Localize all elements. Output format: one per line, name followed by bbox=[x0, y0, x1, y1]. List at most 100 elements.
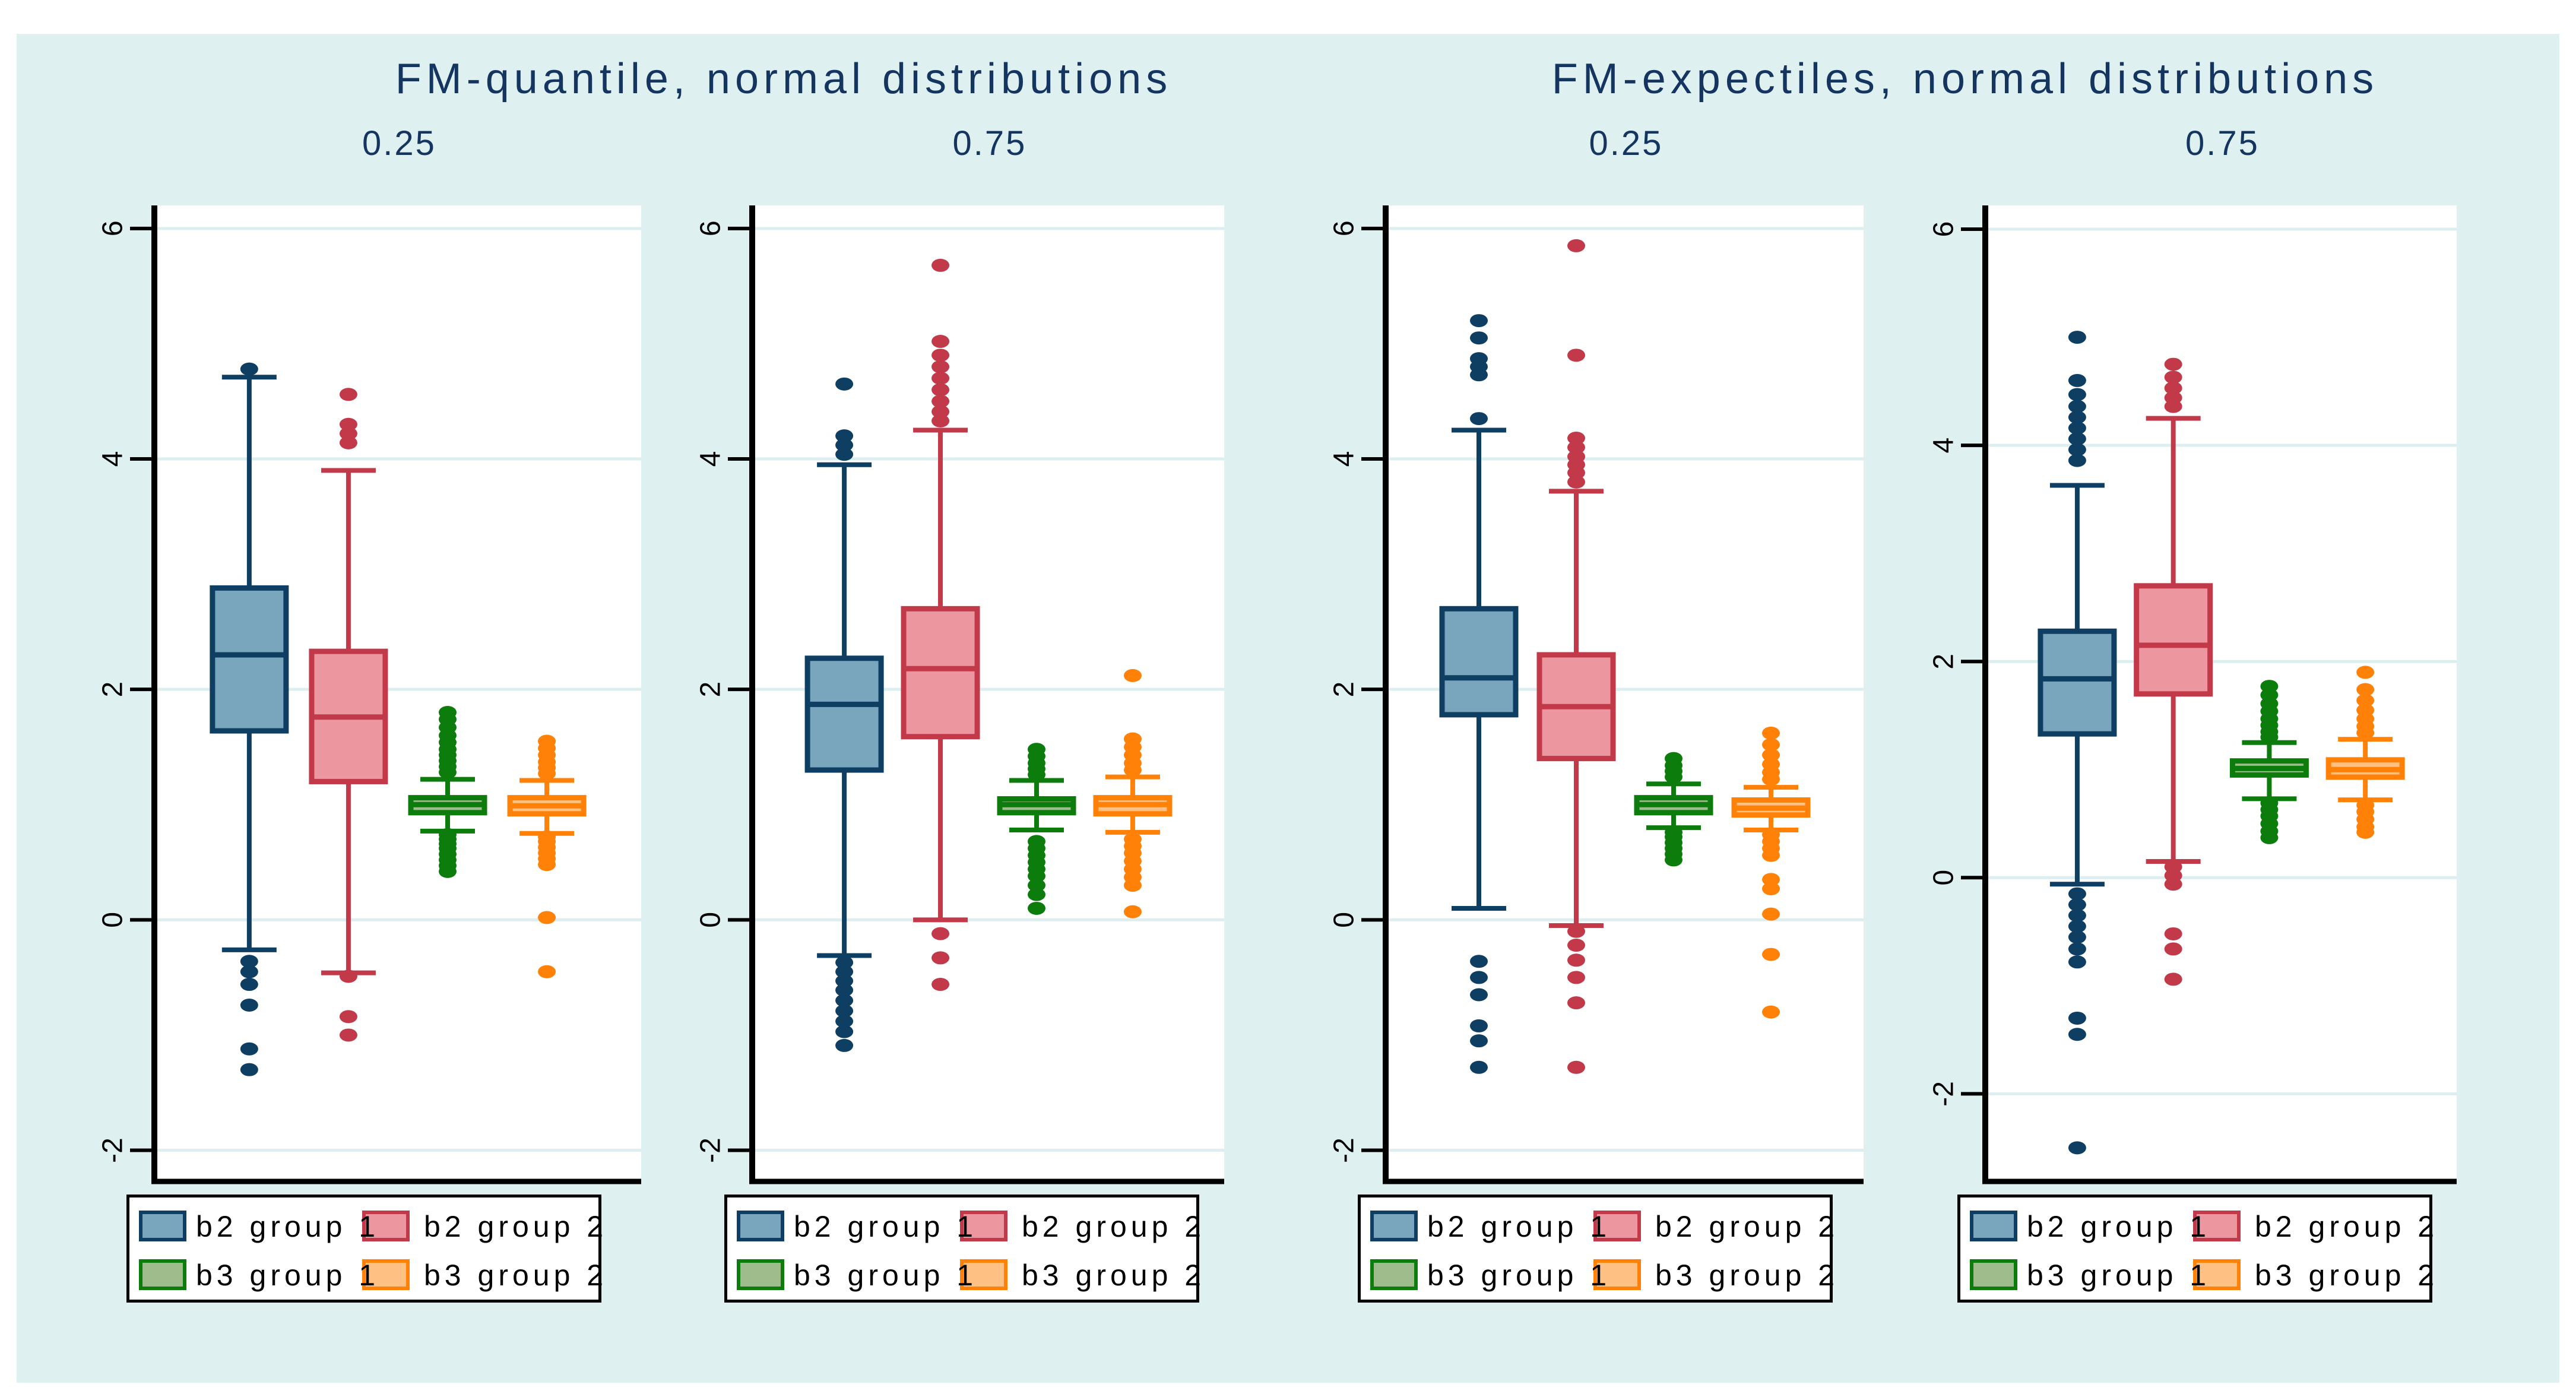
iqr-box bbox=[1439, 606, 1519, 718]
outlier-dot bbox=[1762, 873, 1780, 886]
outlier-dot bbox=[1028, 743, 1045, 756]
outlier-dot bbox=[2068, 454, 2086, 467]
outlier-dot bbox=[1470, 1060, 1488, 1074]
outlier-dot bbox=[2068, 400, 2086, 413]
box-b3-group-1 bbox=[1634, 752, 1713, 867]
outlier-dot bbox=[240, 1042, 258, 1056]
outlier-dot bbox=[2068, 1028, 2086, 1041]
outlier-dot bbox=[2356, 683, 2375, 696]
outlier-dot bbox=[339, 388, 357, 401]
outlier-dot bbox=[2356, 726, 2375, 740]
outlier-dot bbox=[931, 978, 950, 991]
outlier-dot bbox=[1567, 432, 1585, 445]
outlier-dot bbox=[1567, 348, 1585, 362]
outlier-dot bbox=[339, 1028, 357, 1042]
outlier-dot bbox=[2068, 1141, 2086, 1155]
box-b2-group-1 bbox=[2038, 331, 2117, 1155]
outlier-dot bbox=[240, 955, 258, 968]
outlier-dot bbox=[2068, 898, 2086, 911]
outlier-dot bbox=[1123, 763, 1142, 777]
legend-swatch-green bbox=[1970, 1259, 2017, 1290]
legend-label: b2 group 1 bbox=[1427, 1210, 1611, 1243]
outlier-dot bbox=[1123, 879, 1142, 892]
iqr-box bbox=[901, 606, 980, 740]
legend-label: b2 group 2 bbox=[2255, 1210, 2439, 1243]
outlier-dot bbox=[1665, 853, 1683, 867]
panel-subtitle: 0.25 bbox=[1589, 124, 1664, 163]
outlier-dot bbox=[2068, 887, 2086, 901]
legend: b2 group 1 b2 group 2 b3 group 1 b3 group 2 bbox=[126, 1195, 603, 1303]
legend-label: b2 group 1 bbox=[196, 1210, 380, 1243]
legend-swatch-red bbox=[1593, 1211, 1641, 1241]
legend-swatch-orange bbox=[2193, 1259, 2241, 1290]
outlier-dot bbox=[1470, 1034, 1488, 1048]
outlier-dot bbox=[1762, 748, 1780, 762]
legend-swatch-blue bbox=[1970, 1211, 2017, 1241]
outlier-dot bbox=[339, 427, 357, 441]
outlier-dot bbox=[2164, 400, 2182, 413]
box-b3-group-2 bbox=[2325, 666, 2405, 839]
outlier-dot bbox=[1567, 239, 1585, 252]
box-b2-group-2 bbox=[901, 258, 980, 991]
panel-subtitle: 0.75 bbox=[2185, 124, 2260, 163]
legend: b2 group 1 b2 group 2 b3 group 1 b3 group 2 bbox=[1957, 1195, 2434, 1303]
legend: b2 group 1 b2 group 2 b3 group 1 b3 group 2 bbox=[724, 1195, 1201, 1303]
outlier-dot bbox=[240, 965, 258, 978]
box-b3-group-1 bbox=[2229, 680, 2309, 844]
outlier-dot bbox=[2164, 370, 2182, 384]
outlier-dot bbox=[339, 436, 357, 449]
legend-label: b3 group 2 bbox=[1655, 1259, 1839, 1292]
outlier-dot bbox=[439, 705, 457, 719]
outlier-dot bbox=[1470, 412, 1488, 426]
panel-FM-quantile-0.75: 6 4 2 0 -2 bbox=[695, 205, 1224, 1184]
outlier-dot bbox=[2164, 357, 2182, 371]
legend: b2 group 1 b2 group 2 b3 group 1 b3 group 2 bbox=[1358, 1195, 1834, 1303]
y-tick-label: 4 bbox=[1928, 438, 1960, 454]
outlier-dot bbox=[1762, 758, 1780, 771]
legend-swatch-red bbox=[362, 1211, 410, 1241]
outlier-dot bbox=[835, 983, 854, 997]
outlier-dot bbox=[2260, 680, 2279, 693]
outlier-dot bbox=[1028, 901, 1045, 915]
legend-swatch-blue bbox=[737, 1211, 784, 1241]
outlier-dot bbox=[1470, 971, 1488, 984]
outlier-dot bbox=[538, 965, 556, 978]
y-tick-label: 0 bbox=[97, 912, 129, 928]
outlier-dot bbox=[1028, 869, 1045, 883]
outlier-dot bbox=[931, 951, 950, 965]
outlier-dot bbox=[2164, 927, 2182, 940]
legend-label: b3 group 1 bbox=[196, 1259, 380, 1292]
legend-label: b3 group 1 bbox=[794, 1259, 978, 1292]
legend-swatch-orange bbox=[960, 1259, 1007, 1290]
outlier-dot bbox=[835, 956, 854, 970]
outlier-dot bbox=[2068, 930, 2086, 944]
outlier-dot bbox=[931, 335, 950, 348]
outlier-dot bbox=[2068, 443, 2086, 457]
outlier-dot bbox=[2164, 381, 2182, 395]
outlier-dot bbox=[2068, 432, 2086, 446]
iqr-box bbox=[804, 655, 884, 773]
box-b2-group-1 bbox=[804, 377, 884, 1052]
outlier-dot bbox=[835, 994, 854, 1008]
legend-label: b3 group 2 bbox=[1022, 1259, 1206, 1292]
outlier-dot bbox=[1762, 948, 1780, 961]
outlier-dot bbox=[835, 1015, 854, 1028]
outlier-dot bbox=[2068, 422, 2086, 435]
outlier-dot bbox=[931, 258, 950, 272]
y-tick-label: 0 bbox=[1329, 912, 1360, 928]
outlier-dot bbox=[1028, 879, 1045, 892]
legend-swatch-orange bbox=[362, 1259, 410, 1290]
outlier-dot bbox=[1567, 953, 1585, 967]
outlier-dot bbox=[835, 429, 854, 443]
panel-FM-quantile-0.25: 6 4 2 0 -2 bbox=[97, 205, 641, 1184]
legend-label: b2 group 1 bbox=[794, 1210, 978, 1243]
y-tick-label: 6 bbox=[97, 220, 129, 236]
outlier-dot bbox=[931, 927, 950, 940]
outlier-dot bbox=[2260, 831, 2279, 844]
y-tick-label: 0 bbox=[1928, 870, 1960, 886]
outlier-dot bbox=[2356, 666, 2375, 679]
outlier-dot bbox=[2164, 942, 2182, 956]
legend-swatch-blue bbox=[139, 1211, 186, 1241]
legend-swatch-green bbox=[139, 1259, 186, 1290]
y-tick-label: 6 bbox=[695, 220, 727, 236]
